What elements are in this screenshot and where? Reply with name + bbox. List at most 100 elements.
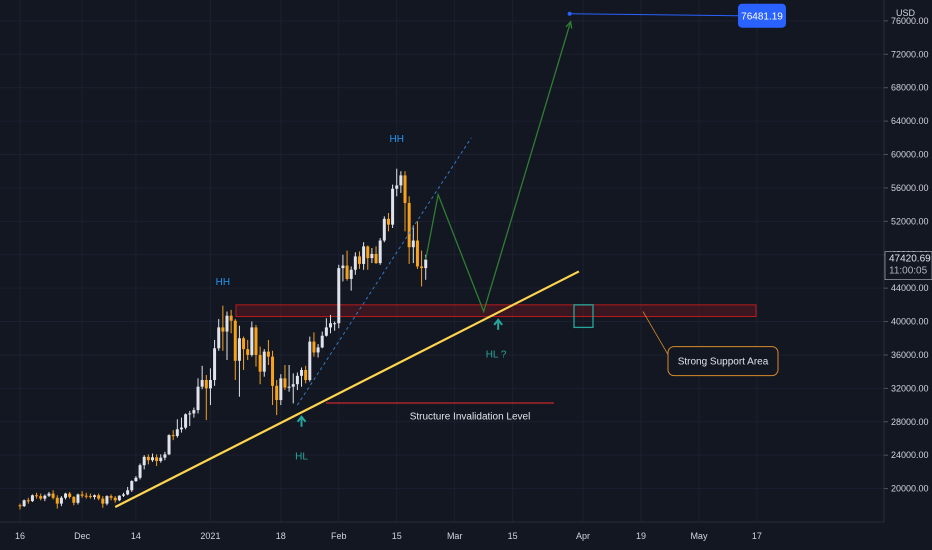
- candle: [221, 305, 225, 351]
- candle: [391, 184, 395, 229]
- price-tick-label: 52000.00: [891, 216, 929, 226]
- candle: [30, 494, 34, 502]
- candle: [415, 221, 419, 269]
- projection-arrowhead: [565, 20, 573, 29]
- candle-body: [35, 495, 39, 497]
- candle: [283, 364, 287, 391]
- candle: [171, 430, 175, 441]
- target-price-box: [738, 3, 786, 28]
- candle: [159, 454, 163, 463]
- support-callout-line: [642, 311, 669, 355]
- candle-body: [51, 493, 55, 498]
- price-tick-label: 64000.00: [891, 116, 929, 126]
- time-tick-label: Feb: [331, 531, 347, 541]
- candle-body: [93, 495, 97, 497]
- candle-body: [312, 341, 316, 353]
- candle: [84, 492, 88, 499]
- target-point: [567, 11, 572, 16]
- candle: [134, 476, 138, 482]
- structure-label: HL ?: [486, 349, 507, 360]
- hl-up-arrow-icon: [296, 415, 307, 427]
- candle: [101, 496, 105, 508]
- candle-body: [109, 496, 113, 498]
- candle: [386, 212, 390, 232]
- candle: [291, 373, 295, 404]
- price-tick-label: 20000.00: [891, 484, 929, 494]
- candle: [320, 331, 324, 349]
- price-tick-label: 60000.00: [891, 150, 929, 160]
- candle: [366, 245, 370, 270]
- candle: [97, 493, 101, 501]
- candle: [142, 455, 146, 470]
- candle: [345, 250, 349, 281]
- candle: [138, 463, 142, 480]
- candle: [229, 309, 233, 334]
- candle-body: [229, 315, 233, 321]
- candle-body: [271, 356, 275, 386]
- candle: [93, 494, 97, 500]
- hl-up-arrow-icon: [493, 318, 503, 330]
- candle: [287, 364, 291, 392]
- time-axis[interactable]: 16 Dec 14 2021 18 Feb 15 Mar 15 Apr 19 May 17: [0, 521, 884, 541]
- candle-body: [155, 457, 159, 462]
- candle-body: [26, 500, 30, 502]
- candle-body: [18, 505, 22, 507]
- candle: [105, 495, 109, 506]
- candle: [163, 451, 167, 461]
- candle-body: [262, 351, 266, 372]
- candle: [59, 496, 63, 507]
- candle-body: [192, 410, 196, 414]
- candle-body: [353, 256, 357, 270]
- candle-body: [395, 185, 399, 189]
- candle-body: [47, 493, 51, 496]
- candle: [188, 410, 192, 426]
- candle-body: [254, 327, 258, 355]
- candle-body: [237, 338, 241, 361]
- candle: [403, 171, 407, 232]
- candle: [213, 339, 217, 386]
- candle-body: [105, 496, 109, 504]
- candle-body: [337, 268, 341, 324]
- time-tick-label: 14: [131, 531, 141, 541]
- candle-body: [407, 202, 411, 248]
- time-tick-label: 2021: [200, 531, 220, 541]
- invalidation-label: Structure Invalidation Level: [410, 411, 531, 422]
- candle: [304, 365, 308, 384]
- candle-body: [97, 495, 101, 499]
- price-tick-label: 72000.00: [891, 49, 929, 59]
- candle-body: [80, 494, 84, 496]
- candle: [109, 494, 113, 501]
- candle-body: [22, 500, 26, 507]
- candle-body: [283, 378, 287, 388]
- candle-body: [391, 188, 395, 225]
- price-tick-label: 44000.00: [891, 283, 929, 293]
- price-tick-label: 28000.00: [891, 417, 929, 427]
- candle-body: [386, 218, 390, 225]
- candle-body: [233, 320, 237, 361]
- candle-body: [138, 465, 142, 478]
- candle-body: [163, 454, 167, 458]
- candle: [51, 490, 55, 500]
- drawing-tools: 76481.19 Strong Support Area Structure Inv…: [114, 3, 786, 508]
- candle: [316, 344, 320, 358]
- candle: [80, 491, 84, 498]
- candle-body: [345, 265, 349, 279]
- structure-label: HL: [295, 451, 308, 462]
- candle: [266, 339, 270, 365]
- candle: [246, 339, 250, 360]
- candle-body: [279, 378, 283, 401]
- chart-grid: [0, 0, 884, 522]
- candle-body: [415, 240, 419, 267]
- candle-body: [221, 327, 225, 332]
- candle-body: [167, 435, 171, 455]
- price-tick-label: 68000.00: [891, 83, 929, 93]
- candle: [312, 332, 316, 357]
- candle-body: [304, 369, 308, 381]
- candle: [122, 492, 125, 497]
- candle-body: [113, 497, 117, 501]
- candle: [382, 216, 386, 243]
- candle: [196, 378, 200, 414]
- candle: [88, 493, 92, 499]
- time-tick-label: 16: [15, 531, 25, 541]
